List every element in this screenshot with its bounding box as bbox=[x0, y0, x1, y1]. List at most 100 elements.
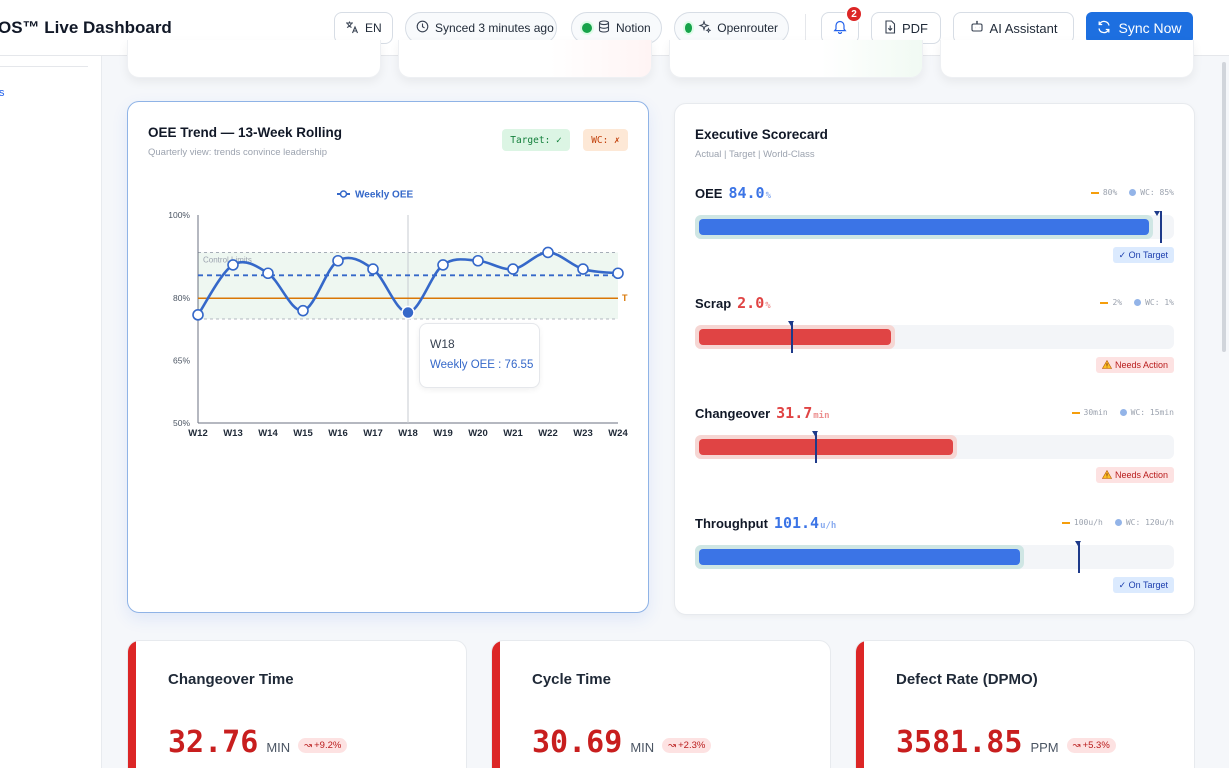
metric-unit: % bbox=[765, 191, 772, 201]
pdf-button[interactable]: PDF bbox=[871, 12, 941, 44]
metric-status-text: ✓ On Target bbox=[1118, 579, 1168, 590]
wc-legend-text: WC: 1% bbox=[1145, 298, 1174, 307]
trend-up-icon: ↝ bbox=[1072, 740, 1081, 751]
data-point bbox=[507, 263, 519, 275]
metric-status-chip: ✓ On Target bbox=[1112, 577, 1174, 593]
target-status-badge: Target: ✓ bbox=[502, 129, 570, 151]
x-tick-label: W20 bbox=[468, 428, 488, 439]
metric-status-text: Needs Action bbox=[1114, 470, 1168, 480]
app-title: OS™ Live Dashboard bbox=[0, 18, 172, 37]
language-button[interactable]: EN bbox=[334, 12, 393, 44]
metric-progress-track bbox=[695, 321, 1174, 353]
kpi-change-value: +2.3% bbox=[678, 740, 706, 751]
x-tick-label: W22 bbox=[538, 428, 558, 439]
data-point bbox=[437, 259, 449, 271]
kpi-value: 30.69 bbox=[532, 725, 623, 760]
executive-scorecard-card: Executive Scorecard Actual | Target | Wo… bbox=[674, 103, 1195, 615]
sidebar-item-label[interactable]: s bbox=[0, 87, 5, 99]
kpi-change-badge: ↝ +9.2% bbox=[298, 738, 348, 753]
data-point bbox=[577, 263, 589, 275]
metric-status-text: Needs Action bbox=[1114, 360, 1168, 370]
metric-label: Throughput 101.4u/h bbox=[695, 514, 836, 532]
wc-marker bbox=[811, 431, 818, 436]
metric-legend: 100u/h WC: 120u/h bbox=[1061, 518, 1174, 527]
target-legend-text: 30min bbox=[1083, 408, 1108, 417]
integration-openrouter[interactable]: Openrouter bbox=[674, 12, 789, 44]
kpi-card-changeover[interactable]: Changeover Time 32.76 MIN ↝ +9.2% bbox=[127, 640, 467, 768]
target-legend-mark bbox=[1071, 411, 1080, 414]
sync-now-label: Sync Now bbox=[1118, 20, 1182, 36]
page-scrollbar[interactable] bbox=[1222, 62, 1226, 352]
metric-legend: 2% WC: 1% bbox=[1100, 298, 1174, 307]
metric-status-chip: Needs Action bbox=[1095, 357, 1174, 373]
metric-name: Scrap bbox=[695, 296, 732, 311]
target-legend-text: 80% bbox=[1102, 188, 1118, 197]
y-tick-label: 50% bbox=[173, 418, 190, 428]
ai-assistant-button[interactable]: AI Assistant bbox=[953, 12, 1074, 44]
metric-progress-fill bbox=[699, 329, 891, 345]
clock-icon bbox=[416, 20, 429, 36]
y-tick-label: 65% bbox=[173, 356, 190, 366]
wc-status-badge: WC: ✗ bbox=[583, 129, 628, 151]
metric-name: Throughput bbox=[695, 516, 768, 531]
kpi-value: 3581.85 bbox=[896, 725, 1023, 760]
metric-name: OEE bbox=[695, 186, 723, 201]
control-limits-label: Control Limits bbox=[203, 255, 252, 264]
status-dot bbox=[582, 23, 592, 33]
database-icon bbox=[598, 20, 610, 36]
pdf-label: PDF bbox=[902, 20, 928, 36]
warning-icon bbox=[1101, 359, 1113, 371]
metric-value: 31.7 bbox=[776, 404, 813, 422]
oee-trend-title: OEE Trend — 13-Week Rolling bbox=[148, 125, 343, 140]
metric-value: 2.0 bbox=[737, 294, 765, 312]
oee-line-chart[interactable]: Weekly OEE Control Limits100%80%65%50%W1… bbox=[128, 177, 648, 527]
wc-legend-mark bbox=[1134, 299, 1142, 306]
summary-card bbox=[127, 40, 381, 78]
trend-up-icon: ↝ bbox=[668, 740, 677, 751]
data-point bbox=[332, 254, 344, 267]
bell-icon bbox=[833, 19, 847, 37]
summary-card bbox=[398, 40, 652, 78]
target-legend-mark bbox=[1061, 521, 1070, 524]
target-marker bbox=[790, 321, 793, 353]
metric-unit: % bbox=[765, 301, 771, 311]
tooltip-week: W18 bbox=[430, 337, 455, 351]
kpi-accent-bar bbox=[128, 641, 136, 768]
target-legend-text: 2% bbox=[1112, 298, 1123, 307]
kpi-card-defect-rate[interactable]: Defect Rate (DPMO) 3581.85 PPM ↝ +5.3% bbox=[855, 640, 1195, 768]
metric-progress-track bbox=[695, 431, 1174, 463]
target-legend-mark bbox=[1090, 191, 1099, 194]
file-download-icon bbox=[884, 19, 896, 37]
metric-label: Scrap 2.0% bbox=[695, 294, 771, 312]
integration-notion[interactable]: Notion bbox=[571, 12, 662, 44]
x-tick-label: W12 bbox=[188, 428, 208, 439]
summary-card bbox=[669, 40, 923, 78]
metric-status-chip: Needs Action bbox=[1095, 467, 1174, 483]
data-point bbox=[367, 263, 379, 275]
trend-up-icon: ↝ bbox=[304, 740, 313, 751]
kpi-change-value: +9.2% bbox=[314, 740, 342, 751]
target-marker bbox=[1078, 541, 1081, 573]
toolbar-divider bbox=[805, 14, 806, 42]
x-tick-label: W19 bbox=[433, 428, 453, 439]
translate-icon bbox=[345, 20, 359, 37]
refresh-icon bbox=[1097, 20, 1111, 37]
scorecard-subtitle: Actual | Target | World-Class bbox=[695, 149, 815, 160]
kpi-card-cycle-time[interactable]: Cycle Time 30.69 MIN ↝ +2.3% bbox=[491, 640, 831, 768]
data-point bbox=[472, 254, 484, 267]
metric-legend: 30min WC: 15min bbox=[1071, 408, 1174, 417]
target-legend-text: 100u/h bbox=[1073, 518, 1103, 527]
scorecard-title: Executive Scorecard bbox=[695, 127, 828, 142]
kpi-value-row: 32.76 MIN ↝ +9.2% bbox=[168, 725, 348, 760]
x-tick-label: W18 bbox=[398, 428, 418, 439]
sync-now-button[interactable]: Sync Now bbox=[1086, 12, 1193, 44]
metric-unit: u/h bbox=[820, 521, 837, 531]
data-point bbox=[227, 259, 239, 271]
summary-card bbox=[940, 40, 1194, 78]
data-point-active bbox=[401, 305, 415, 320]
metric-progress-fill bbox=[699, 219, 1150, 235]
ai-label: AI Assistant bbox=[989, 20, 1058, 36]
target-legend-mark bbox=[1100, 301, 1109, 304]
notification-badge: 2 bbox=[845, 5, 863, 23]
metric-progress-fill bbox=[699, 549, 1020, 565]
